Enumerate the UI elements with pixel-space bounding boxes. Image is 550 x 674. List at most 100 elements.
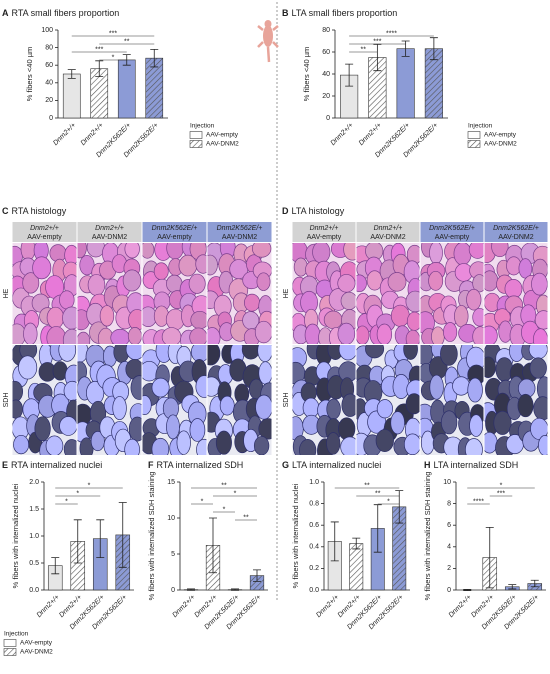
significance-label: ** xyxy=(364,482,370,489)
significance-label: *** xyxy=(95,46,103,53)
error-bar xyxy=(209,517,217,574)
y-tick-label: 1.0 xyxy=(309,479,319,486)
row-label: SDH xyxy=(283,393,290,408)
y-tick-label: 0.5 xyxy=(29,560,39,567)
significance-label: * xyxy=(387,498,390,505)
panel-letter: C xyxy=(2,206,9,216)
chart-title: F RTA internalized SDH xyxy=(148,460,243,470)
error-bar xyxy=(73,519,82,564)
error-bar xyxy=(51,557,60,575)
micrograph xyxy=(484,345,548,455)
micrograph xyxy=(356,243,420,344)
x-tick-label: Dnm2+/+ xyxy=(330,122,355,147)
micrograph xyxy=(292,243,356,344)
significance-label: * xyxy=(500,482,503,489)
legend-swatch xyxy=(189,140,203,148)
error-bar xyxy=(330,521,339,562)
significance-label: ** xyxy=(221,482,227,489)
micrograph xyxy=(12,243,77,344)
error-bar xyxy=(96,519,105,558)
x-tick-label: Dnm2+/+ xyxy=(80,122,105,147)
y-tick-label: 60 xyxy=(45,62,53,69)
panel-letter: F xyxy=(148,460,154,470)
y-tick-label: 8 xyxy=(447,500,451,507)
error-bar xyxy=(118,502,127,568)
title-text: RTA small fibers proportion xyxy=(12,8,120,18)
chart-title: E RTA internalized nuclei xyxy=(2,460,102,470)
legend-label: AAV-empty xyxy=(484,132,517,139)
x-tick-label: Dnm2+/+ xyxy=(171,594,196,619)
column-genotype: Dnm2K562E/+ xyxy=(429,225,475,232)
column-injection: AAV-DNM2 xyxy=(370,234,405,241)
row-label: HE xyxy=(283,288,290,298)
title-text: LTA internalized nuclei xyxy=(292,460,381,470)
y-tick-label: 80 xyxy=(45,44,53,51)
y-axis-label: % fibers with internalized nuclei xyxy=(11,483,20,588)
micrograph xyxy=(77,243,142,344)
micrograph xyxy=(207,345,272,455)
y-tick-label: 4 xyxy=(447,544,451,551)
error-bar xyxy=(95,60,104,78)
micrograph xyxy=(142,243,207,344)
error-bar xyxy=(429,37,438,61)
error-bar xyxy=(485,526,494,589)
column-header xyxy=(420,222,484,242)
panel-letter: A xyxy=(2,8,9,18)
column-injection: AAV-DNM2 xyxy=(222,234,257,241)
legend-swatch xyxy=(467,140,481,148)
y-axis-label: % fibers <40 µm xyxy=(302,47,311,102)
legend-title: Injection xyxy=(468,123,493,130)
significance-label: * xyxy=(76,490,79,497)
y-tick-label: 0.4 xyxy=(309,544,319,551)
error-bar xyxy=(530,579,539,588)
legend-label: AAV-empty xyxy=(20,640,53,647)
error-bar xyxy=(67,69,76,79)
legend-title: Injection xyxy=(190,123,215,130)
y-axis-label: % fibers with internalized SDH staining xyxy=(423,472,432,601)
y-tick-label: 100 xyxy=(41,27,53,34)
legend-title: Injection xyxy=(4,631,29,638)
y-tick-label: 0.6 xyxy=(309,522,319,529)
significance-label: * xyxy=(65,498,68,505)
y-tick-label: 2 xyxy=(447,565,451,572)
column-injection: AAV-empty xyxy=(435,234,470,241)
significance-label: **** xyxy=(386,30,397,37)
x-tick-label: Dnm2+/+ xyxy=(448,594,473,619)
bar xyxy=(117,59,136,119)
column-header xyxy=(356,222,420,242)
y-tick-label: 1.5 xyxy=(29,506,39,513)
y-tick-label: 0 xyxy=(49,115,53,122)
title-text: RTA internalized SDH xyxy=(157,460,244,470)
panel-letter: H xyxy=(424,460,431,470)
y-tick-label: 0 xyxy=(447,587,451,594)
column-genotype: Dnm2+/+ xyxy=(30,225,59,232)
micrograph xyxy=(12,345,77,455)
legend-label: AAV-DNM2 xyxy=(20,649,53,656)
error-bar xyxy=(508,584,517,590)
y-axis-label: % fibers with internalized SDH staining xyxy=(147,472,156,601)
y-tick-label: 40 xyxy=(322,71,330,78)
error-bar xyxy=(401,40,410,57)
micrograph xyxy=(207,243,272,344)
legend-label: AAV-empty xyxy=(206,132,239,139)
significance-label: ** xyxy=(243,514,249,521)
y-tick-label: 15 xyxy=(167,479,175,486)
significance-label: ** xyxy=(361,46,367,53)
y-tick-label: 60 xyxy=(322,49,330,56)
row-label: SDH xyxy=(3,393,10,408)
panel-letter: G xyxy=(282,460,289,470)
significance-label: * xyxy=(234,490,237,497)
column-genotype: Dnm2K562E/+ xyxy=(217,225,263,232)
bar xyxy=(62,73,81,119)
panel-letter: E xyxy=(2,460,8,470)
error-bar xyxy=(231,588,239,591)
y-axis-label: % fibers with internalized nuclei xyxy=(291,483,300,588)
legend-swatch xyxy=(189,131,203,139)
significance-label: **** xyxy=(473,498,484,505)
y-tick-label: 10 xyxy=(167,515,175,522)
x-tick-label: Dnm2+/+ xyxy=(36,594,61,619)
error-bar xyxy=(187,588,195,591)
y-tick-label: 0.0 xyxy=(309,587,319,594)
panel-letter: D xyxy=(282,206,289,216)
